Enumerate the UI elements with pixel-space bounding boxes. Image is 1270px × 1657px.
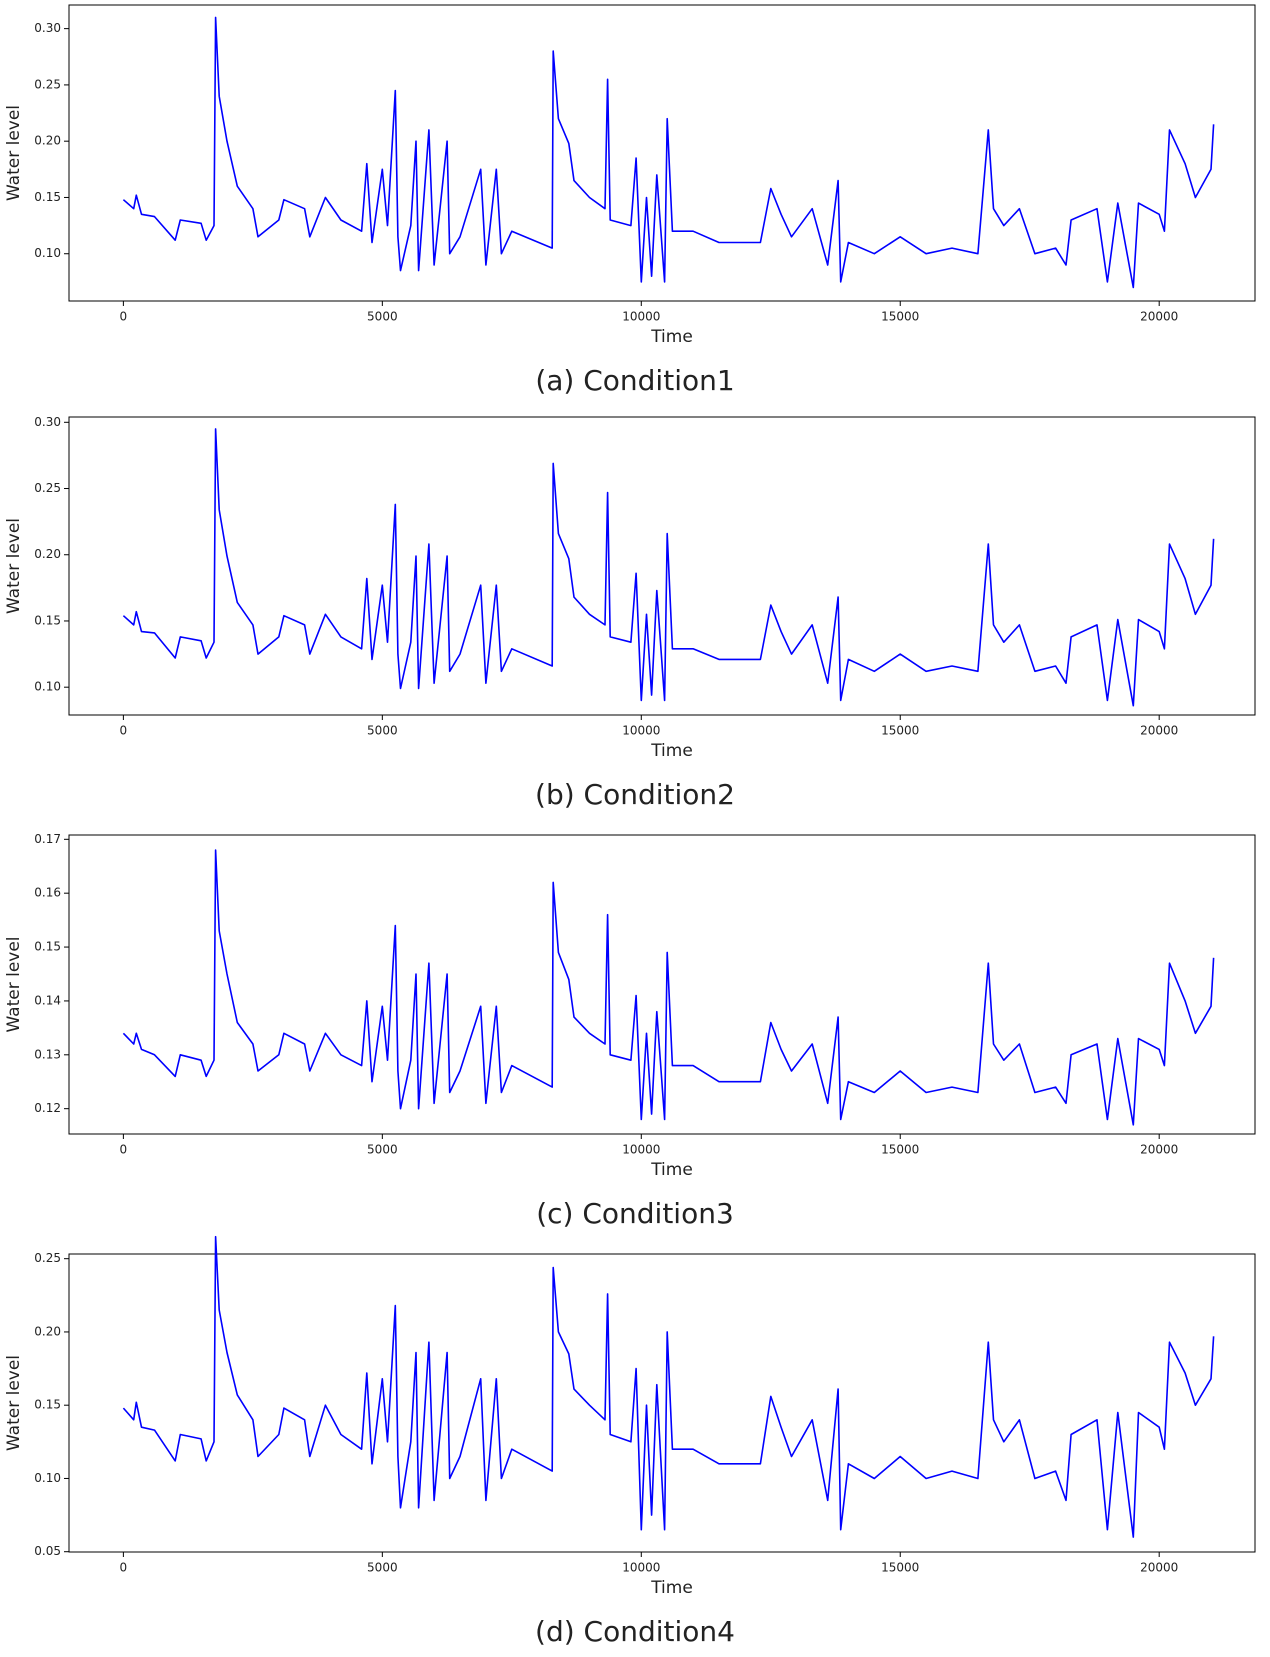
y-tick-label: 0.05 (34, 1544, 61, 1558)
x-tick-label: 0 (120, 310, 128, 324)
x-axis-label: Time (650, 1160, 693, 1180)
y-tick-label: 0.25 (34, 481, 61, 495)
x-tick-label: 20000 (1140, 1561, 1178, 1575)
y-tick-label: 0.15 (34, 940, 61, 954)
plot-frame (68, 1253, 1256, 1553)
x-tick-label: 10000 (622, 1143, 660, 1157)
data-line (122, 1235, 1215, 1538)
x-tick-label: 5000 (367, 1143, 398, 1157)
x-tick-label: 20000 (1140, 310, 1178, 324)
y-tick-label: 0.30 (34, 415, 61, 429)
x-tick-label: 15000 (881, 1143, 919, 1157)
plot-frame (68, 416, 1256, 716)
caption: (c) Condition3 (536, 1197, 734, 1230)
y-tick-label: 0.13 (34, 1047, 61, 1061)
y-tick-label: 0.10 (34, 246, 61, 260)
y-tick-label: 0.10 (34, 1471, 61, 1485)
x-tick-label: 5000 (367, 724, 398, 738)
caption: (d) Condition4 (535, 1615, 735, 1648)
y-tick-label: 0.30 (34, 21, 61, 35)
x-tick-label: 15000 (881, 310, 919, 324)
x-tick-label: 10000 (622, 724, 660, 738)
x-tick-label: 0 (120, 1561, 128, 1575)
y-tick-label: 0.25 (34, 77, 61, 91)
x-tick-label: 10000 (622, 1561, 660, 1575)
x-tick-label: 10000 (622, 310, 660, 324)
x-axis-label: Time (650, 327, 693, 347)
y-tick-label: 0.17 (34, 832, 61, 846)
y-tick-label: 0.20 (34, 134, 61, 148)
caption: (a) Condition1 (535, 364, 734, 397)
y-axis-label: Water level (4, 936, 24, 1032)
x-tick-label: 15000 (881, 724, 919, 738)
x-axis-label: Time (650, 741, 693, 761)
plot-frame (68, 834, 1256, 1135)
y-axis-label: Water level (4, 1355, 24, 1451)
x-tick-label: 20000 (1140, 724, 1178, 738)
x-tick-label: 5000 (367, 1561, 398, 1575)
y-tick-label: 0.12 (34, 1101, 61, 1115)
y-tick-label: 0.15 (34, 1398, 61, 1412)
y-tick-label: 0.15 (34, 613, 61, 627)
y-tick-label: 0.15 (34, 190, 61, 204)
x-tick-label: 15000 (881, 1561, 919, 1575)
y-axis-label: Water level (4, 105, 24, 201)
caption: (b) Condition2 (535, 778, 735, 811)
y-tick-label: 0.10 (34, 680, 61, 694)
x-tick-label: 0 (120, 1143, 128, 1157)
y-tick-label: 0.20 (34, 547, 61, 561)
y-tick-label: 0.14 (34, 993, 61, 1007)
plot-frame (68, 4, 1256, 302)
data-line (122, 428, 1215, 707)
x-tick-label: 5000 (367, 310, 398, 324)
y-tick-label: 0.20 (34, 1324, 61, 1338)
x-tick-label: 20000 (1140, 1143, 1178, 1157)
x-axis-label: Time (650, 1578, 693, 1598)
x-tick-label: 0 (120, 724, 128, 738)
y-tick-label: 0.25 (34, 1251, 61, 1265)
y-tick-label: 0.16 (34, 886, 61, 900)
data-line (122, 16, 1215, 289)
data-line (122, 849, 1215, 1126)
y-axis-label: Water level (4, 518, 24, 614)
